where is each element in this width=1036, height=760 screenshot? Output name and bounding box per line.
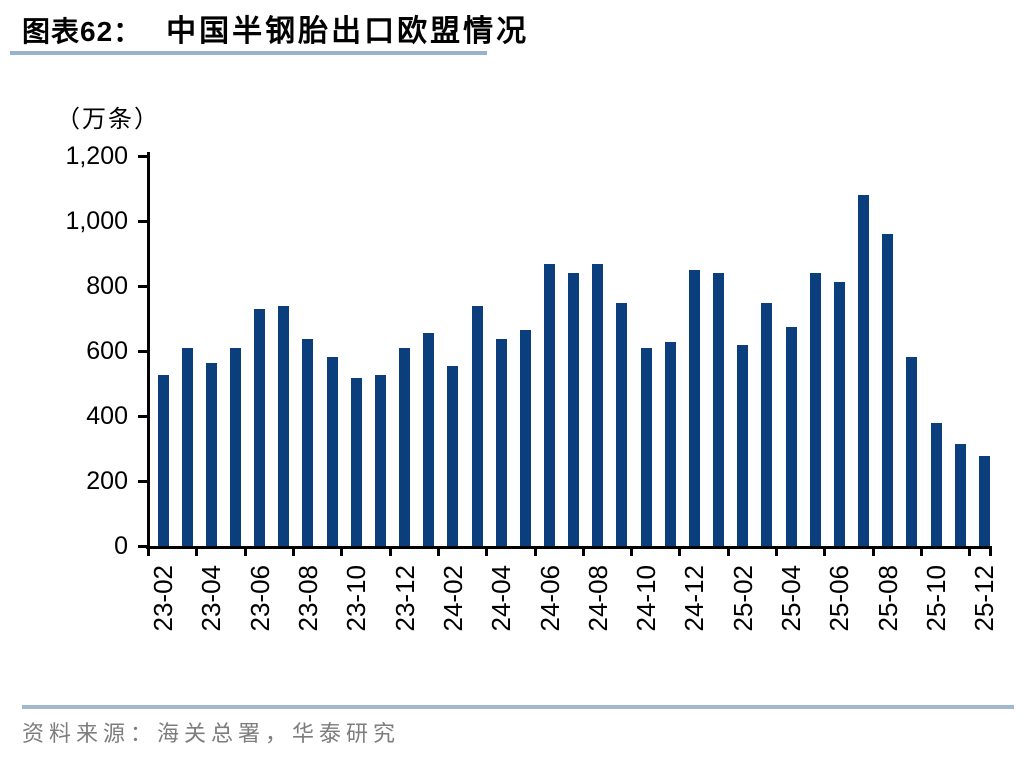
bar-24-12 xyxy=(688,270,700,546)
x-tick-label: 23-04 xyxy=(196,565,227,632)
bar-25-01 xyxy=(713,273,725,546)
x-tick-label: 24-06 xyxy=(534,565,565,632)
x-tick-label: 25-08 xyxy=(872,565,903,632)
bar-24-04 xyxy=(495,338,507,546)
bar-23-05 xyxy=(229,348,241,546)
x-tick-label: 23-06 xyxy=(244,565,275,632)
y-tick-label: 0 xyxy=(114,532,128,560)
bar-25-05 xyxy=(809,273,821,546)
x-tick xyxy=(678,546,682,556)
figure-title: 中国半钢胎出口欧盟情况 xyxy=(166,15,530,48)
x-tick xyxy=(340,546,344,556)
bar-23-10 xyxy=(350,377,362,546)
bar-24-03 xyxy=(471,305,483,546)
bar-25-07 xyxy=(858,195,870,546)
bar-23-03 xyxy=(181,348,193,546)
y-tick xyxy=(138,285,149,288)
y-tick xyxy=(138,155,149,158)
x-tick-label: 25-12 xyxy=(969,565,1000,632)
bar-23-12 xyxy=(399,348,411,546)
bar-24-07 xyxy=(568,273,580,546)
x-tick-label: 24-08 xyxy=(582,565,613,632)
x-tick xyxy=(485,546,489,556)
bar-23-02 xyxy=(157,374,169,546)
figure-number-label: 图表62： xyxy=(22,16,143,47)
x-tick xyxy=(581,546,585,556)
y-tick xyxy=(138,220,149,223)
x-tick xyxy=(388,546,392,556)
y-tick xyxy=(138,480,149,483)
x-tick xyxy=(436,546,440,556)
x-tick-label: 25-10 xyxy=(921,565,952,632)
y-tick xyxy=(138,350,149,353)
bar-25-04 xyxy=(785,326,797,546)
bar-24-02 xyxy=(447,365,459,546)
bar-24-08 xyxy=(592,263,604,546)
y-tick-label: 1,000 xyxy=(65,207,128,235)
y-tick-label: 200 xyxy=(86,467,128,495)
x-tick xyxy=(989,546,992,556)
x-tick xyxy=(920,546,924,556)
figure-header: 图表62： 中国半钢胎出口欧盟情况 xyxy=(22,6,529,50)
x-tick-label: 24-04 xyxy=(486,565,517,632)
bar-chart: 0 200 400 600 800 1,000 1,200 23-02 23-04 23-06 23… xyxy=(65,142,1000,632)
x-tick-label: 23-08 xyxy=(292,565,323,632)
bar-24-11 xyxy=(664,342,676,546)
y-axis-unit-label: （万条） xyxy=(56,106,160,133)
y-tick xyxy=(138,415,149,418)
bar-23-04 xyxy=(205,362,217,546)
bar-23-08 xyxy=(302,338,314,546)
x-tick-label: 23-12 xyxy=(389,565,420,632)
x-tick xyxy=(630,546,634,556)
x-tick-label: 23-10 xyxy=(341,565,372,632)
bar-23-09 xyxy=(326,357,338,546)
bar-25-02 xyxy=(737,345,749,546)
y-tick-label: 400 xyxy=(86,402,128,430)
x-tick-label: 23-02 xyxy=(148,565,178,632)
y-tick-label: 600 xyxy=(86,337,128,365)
y-tick-label: 1,200 xyxy=(65,142,128,170)
x-tick xyxy=(968,546,972,556)
x-axis-line xyxy=(146,546,992,549)
bar-23-06 xyxy=(254,309,266,546)
bar-24-06 xyxy=(544,263,555,546)
x-tick xyxy=(533,546,537,556)
y-tick-label: 800 xyxy=(86,272,128,300)
x-tick xyxy=(775,546,779,556)
x-tick xyxy=(823,546,827,556)
bar-24-01 xyxy=(423,332,435,546)
bar-24-09 xyxy=(616,302,628,546)
x-tick xyxy=(291,546,295,556)
bar-25-08 xyxy=(882,234,894,546)
bar-24-10 xyxy=(640,348,652,546)
x-tick-label: 24-02 xyxy=(437,565,468,632)
x-tick xyxy=(195,546,199,556)
x-tick-label: 25-02 xyxy=(727,565,758,632)
bar-25-12 xyxy=(978,455,990,546)
x-tick-label: 25-04 xyxy=(776,565,807,632)
x-tick xyxy=(871,546,875,556)
x-tick-label: 25-06 xyxy=(824,565,855,632)
x-tick xyxy=(147,546,150,556)
bar-25-03 xyxy=(761,303,773,546)
bar-25-09 xyxy=(906,357,918,546)
x-tick xyxy=(243,546,247,556)
source-text: 资料来源：海关总署，华泰研究 xyxy=(22,721,401,746)
bar-24-05 xyxy=(519,329,531,546)
bar-23-11 xyxy=(374,374,386,546)
title-underline-rule xyxy=(10,51,487,55)
bar-25-10 xyxy=(930,423,942,546)
bar-25-06 xyxy=(833,282,845,546)
source-divider-rule xyxy=(22,705,1014,709)
bar-25-11 xyxy=(954,443,966,546)
x-tick-label: 24-10 xyxy=(631,565,662,632)
x-tick-label: 24-12 xyxy=(679,565,710,632)
bar-23-07 xyxy=(278,305,290,546)
y-tick xyxy=(138,545,149,548)
x-tick xyxy=(726,546,730,556)
